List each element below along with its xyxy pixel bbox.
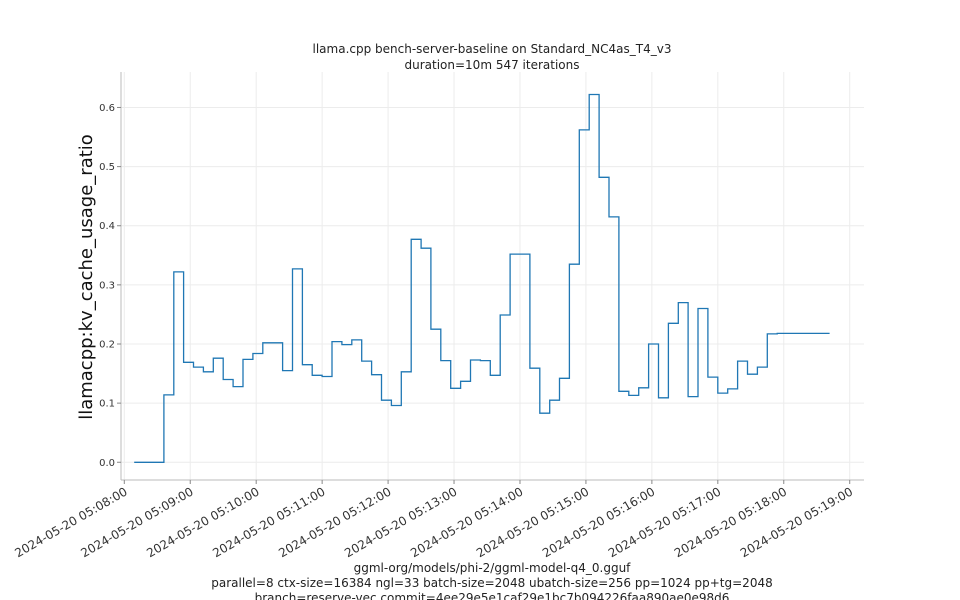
- x-tick-label: 2024-05-20 05:12:00: [276, 484, 393, 560]
- x-axis-label-params: parallel=8 ctx-size=16384 ngl=33 batch-s…: [211, 576, 772, 590]
- y-tick-label: 0.6: [99, 103, 115, 114]
- x-tick-label: 2024-05-20 05:13:00: [342, 484, 459, 560]
- y-tick-label: 0.2: [99, 340, 115, 351]
- x-tick-label: 2024-05-20 05:09:00: [78, 484, 195, 560]
- x-axis-label-commit: branch=reserve-vec commit=4ee29e5e1caf29…: [255, 591, 730, 600]
- x-tick-label: 2024-05-20 05:18:00: [672, 484, 789, 560]
- x-tick-label: 2024-05-20 05:11:00: [210, 484, 327, 560]
- x-tick-label: 2024-05-20 05:17:00: [606, 484, 723, 560]
- grid: [121, 72, 864, 480]
- x-tick-label: 2024-05-20 05:19:00: [738, 484, 855, 560]
- y-tick-label: 0.3: [99, 280, 115, 291]
- x-tick-label: 2024-05-20 05:15:00: [474, 484, 591, 560]
- chart-title: llama.cpp bench-server-baseline on Stand…: [313, 42, 672, 56]
- y-tick-label: 0.1: [99, 399, 115, 410]
- x-tick-label: 2024-05-20 05:14:00: [408, 484, 525, 560]
- y-tick-label: 0.4: [99, 221, 115, 232]
- series-line: [134, 93, 830, 463]
- y-axis-label: llamacpp:kv_cache_usage_ratio: [76, 134, 97, 420]
- x-tick-label: 2024-05-20 05:10:00: [144, 484, 261, 560]
- x-tick-label: 2024-05-20 05:08:00: [12, 484, 129, 560]
- y-tick-label: 0.0: [99, 458, 115, 469]
- chart-subtitle: duration=10m 547 iterations: [405, 58, 580, 72]
- x-axis-label-model: ggml-org/models/phi-2/ggml-model-q4_0.gg…: [354, 561, 632, 575]
- y-ticks: 0.0 0.1 0.2 0.3 0.4 0.5 0.6: [99, 103, 121, 469]
- x-tick-label: 2024-05-20 05:16:00: [540, 484, 657, 560]
- y-tick-label: 0.5: [99, 162, 115, 173]
- axes: [120, 72, 864, 481]
